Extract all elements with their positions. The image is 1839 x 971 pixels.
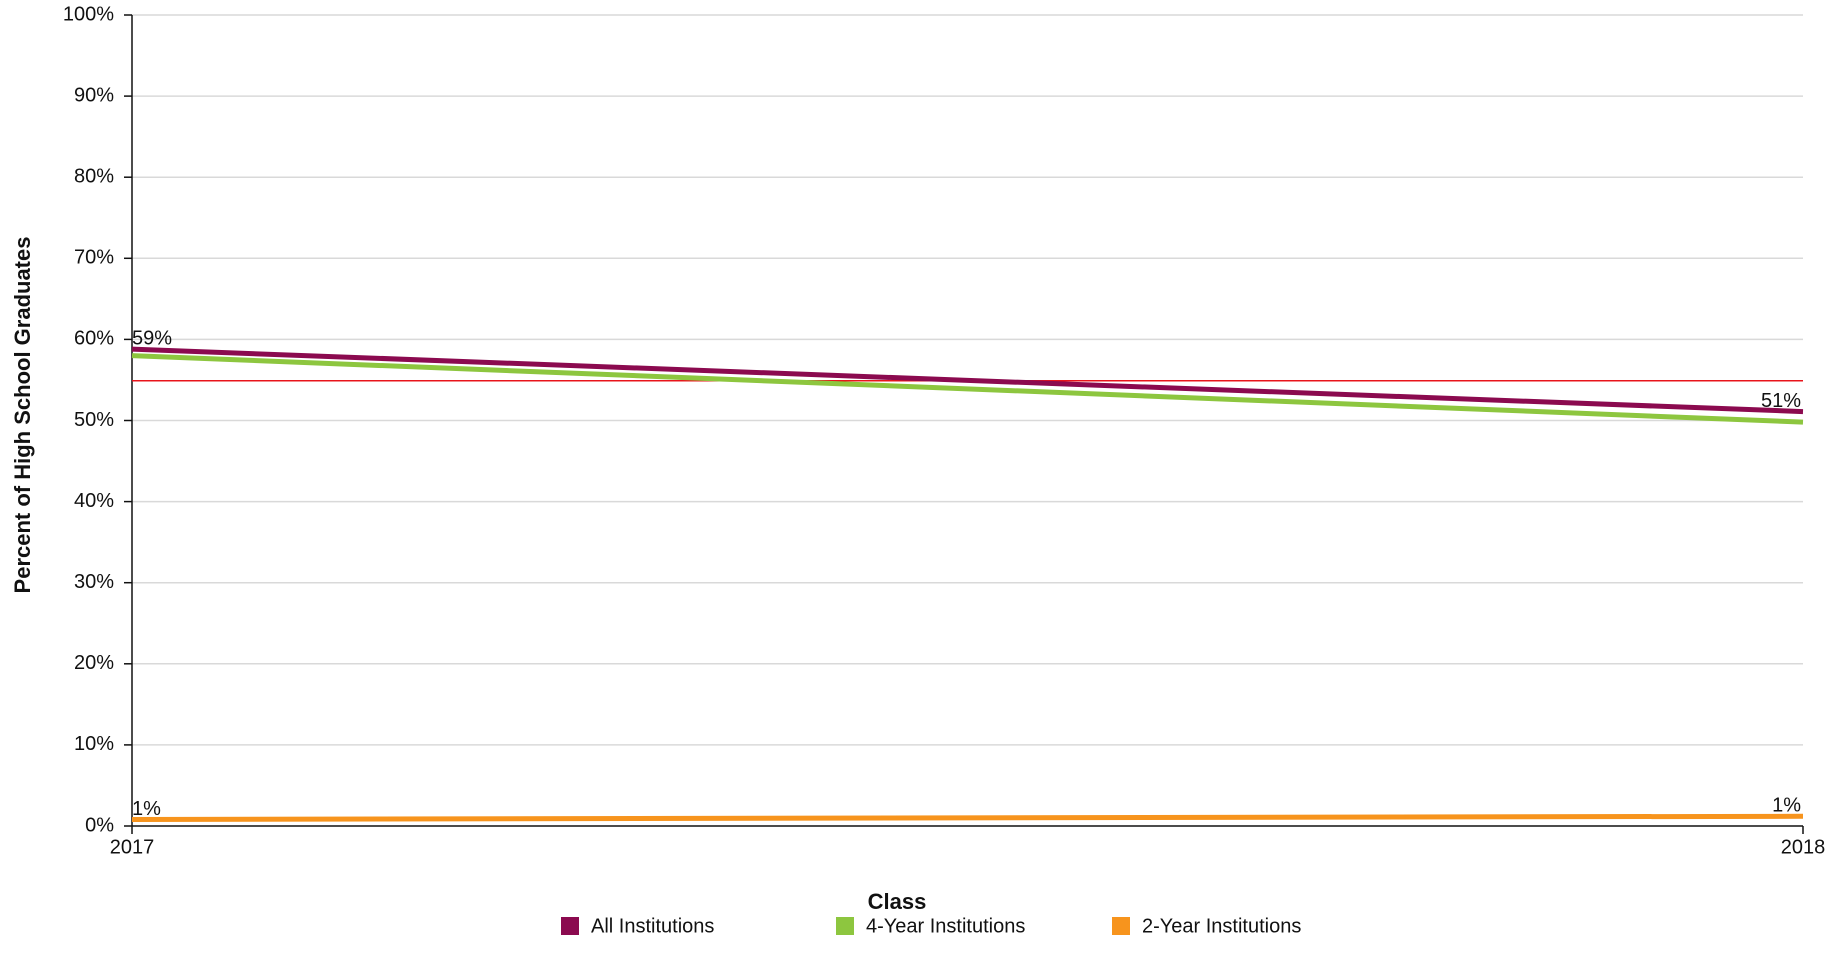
y-tick-label: 90%	[74, 84, 114, 106]
y-tick-label: 70%	[74, 247, 114, 269]
x-tick-label: 2017	[110, 836, 155, 858]
y-tick-label: 60%	[74, 328, 114, 350]
y-tick-label: 0%	[85, 814, 114, 836]
y-tick-label: 40%	[74, 490, 114, 512]
legend-swatch	[836, 917, 854, 935]
y-tick-label: 20%	[74, 652, 114, 674]
y-tick-label: 100%	[63, 3, 114, 25]
legend-label: 4-Year Institutions	[866, 915, 1025, 937]
legend-label: All Institutions	[591, 915, 714, 937]
y-tick-label: 30%	[74, 571, 114, 593]
data-label: 51%	[1761, 390, 1801, 412]
y-axis-title: Percent of High School Graduates	[10, 237, 35, 594]
y-tick-label: 10%	[74, 733, 114, 755]
y-tick-label: 50%	[74, 409, 114, 431]
data-label: 1%	[1772, 795, 1801, 817]
data-label: 1%	[132, 798, 161, 820]
legend-swatch	[1112, 917, 1130, 935]
y-tick-label: 80%	[74, 165, 114, 187]
series-line	[131, 353, 1804, 425]
x-axis-title: Class	[868, 889, 927, 914]
data-label: 59%	[132, 327, 172, 349]
legend-swatch	[561, 917, 579, 935]
series-line	[131, 346, 1804, 415]
series-line	[131, 813, 1804, 823]
x-tick-label: 2018	[1781, 836, 1826, 858]
legend-label: 2-Year Institutions	[1142, 915, 1301, 937]
